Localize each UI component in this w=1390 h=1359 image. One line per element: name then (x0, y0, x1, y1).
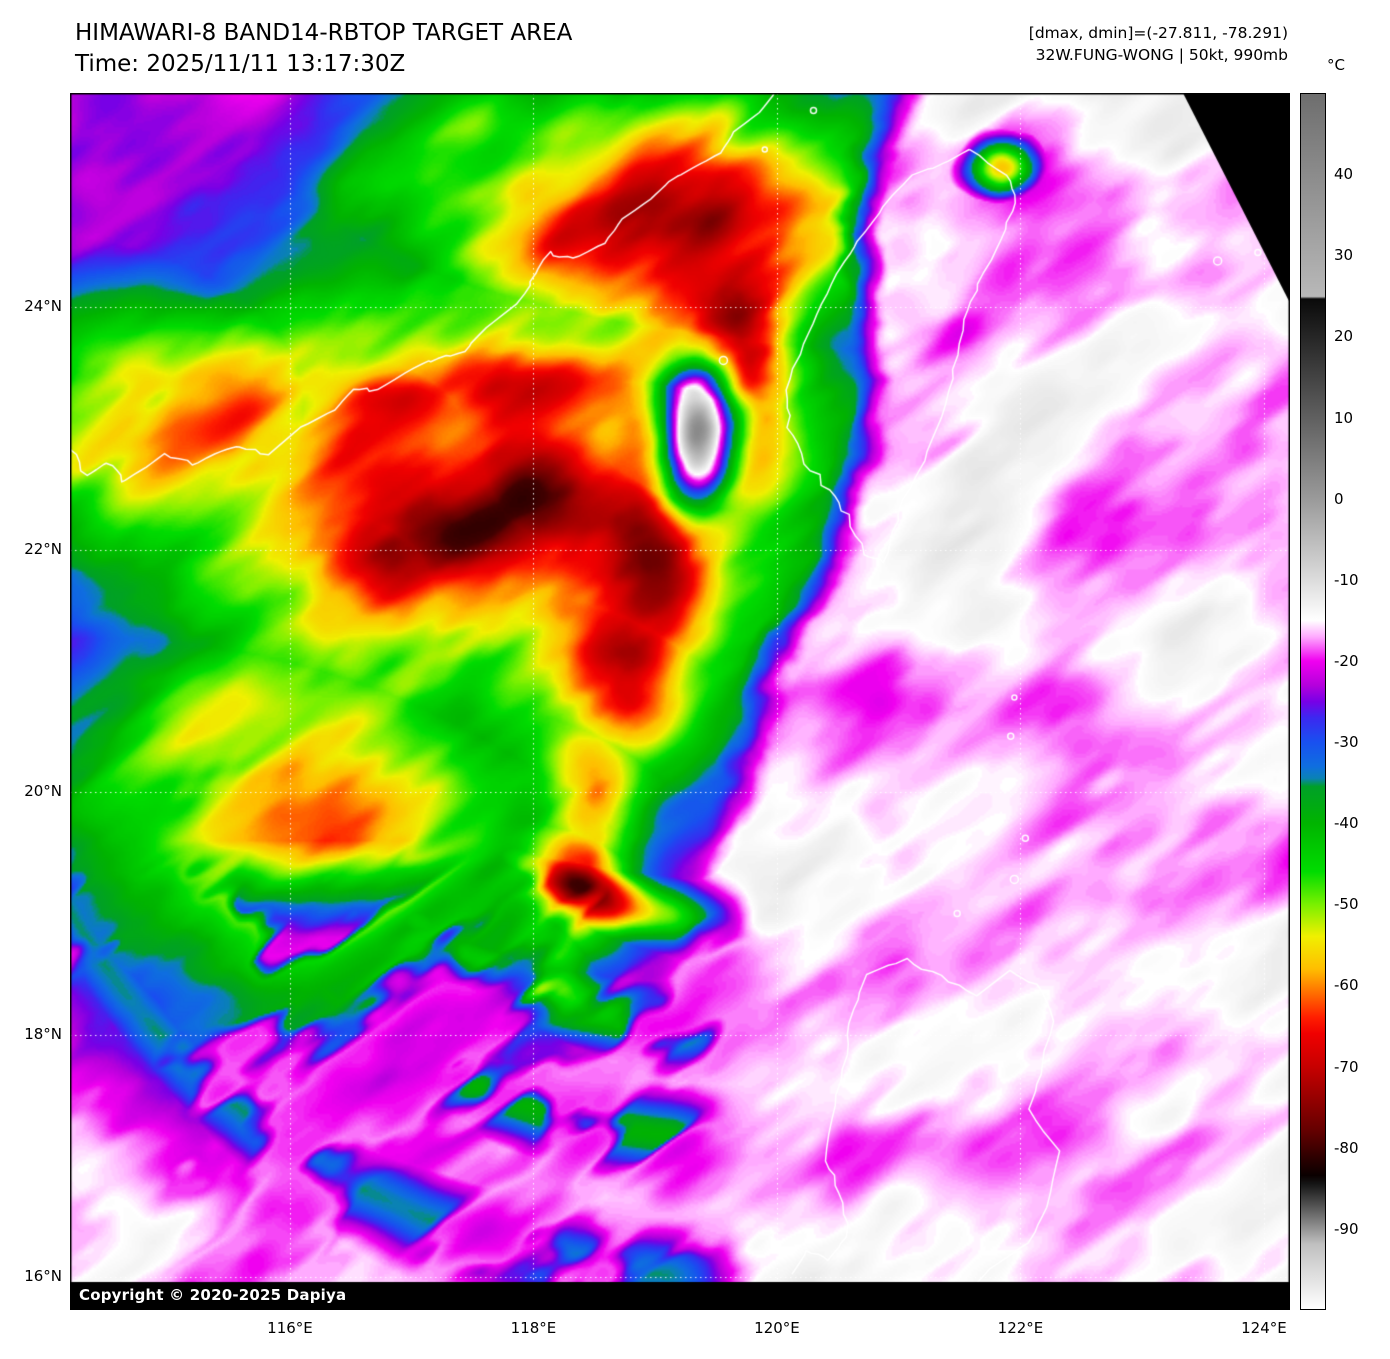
product-time: Time: 2025/11/11 13:17:30Z (75, 51, 406, 78)
lat-tick-label: 24°N (24, 297, 62, 316)
lon-tick-label: 124°E (1241, 1319, 1287, 1337)
lat-tick-label: 22°N (24, 539, 62, 558)
colorbar-tick-label: -70 (1334, 1057, 1359, 1076)
lat-tick-label: 20°N (24, 782, 62, 801)
lon-tick-label: 118°E (510, 1319, 557, 1337)
header-left: HIMAWARI-8 BAND14-RBTOP TARGET AREA Time… (75, 18, 572, 80)
copyright-label: Copyright © 2020-2025 Dapiya (79, 1286, 347, 1304)
lat-tick-label: 16°N (24, 1267, 62, 1286)
colorbar-tick-label: 10 (1334, 408, 1354, 427)
colorbar-tick-label: 20 (1334, 327, 1354, 346)
lon-tick-label: 116°E (267, 1319, 313, 1337)
map-overlay-canvas (70, 93, 1290, 1310)
colorbar-gradient (1301, 94, 1325, 1309)
lon-tick-label: 120°E (754, 1319, 800, 1337)
colorbar (1300, 93, 1326, 1310)
colorbar-tick-label: -10 (1334, 570, 1359, 589)
colorbar-unit-label: °C (1327, 56, 1345, 74)
product-title: HIMAWARI-8 BAND14-RBTOP TARGET AREA (75, 20, 573, 46)
lat-tick-label: 18°N (24, 1024, 62, 1043)
colorbar-tick-label: -30 (1334, 733, 1359, 752)
colorbar-tick-label: -40 (1334, 814, 1359, 833)
colorbar-tick-label: -50 (1334, 895, 1359, 914)
storm-info-label: 32W.FUNG-WONG | 50kt, 990mb (1035, 46, 1288, 65)
satellite-map: Copyright © 2020-2025 Dapiya (70, 93, 1290, 1310)
header-right: [dmax, dmin]=(-27.811, -78.291) 32W.FUNG… (1029, 22, 1288, 67)
colorbar-tick-label: -60 (1334, 976, 1359, 995)
dmax-dmin-label: [dmax, dmin]=(-27.811, -78.291) (1028, 24, 1288, 42)
lon-tick-label: 122°E (997, 1319, 1044, 1337)
colorbar-tick-label: -80 (1334, 1138, 1359, 1157)
colorbar-tick-label: -90 (1334, 1219, 1359, 1238)
colorbar-tick-label: 40 (1334, 165, 1354, 184)
colorbar-tick-label: -20 (1334, 651, 1359, 670)
colorbar-tick-label: 0 (1334, 489, 1344, 508)
colorbar-tick-label: 30 (1334, 246, 1354, 265)
